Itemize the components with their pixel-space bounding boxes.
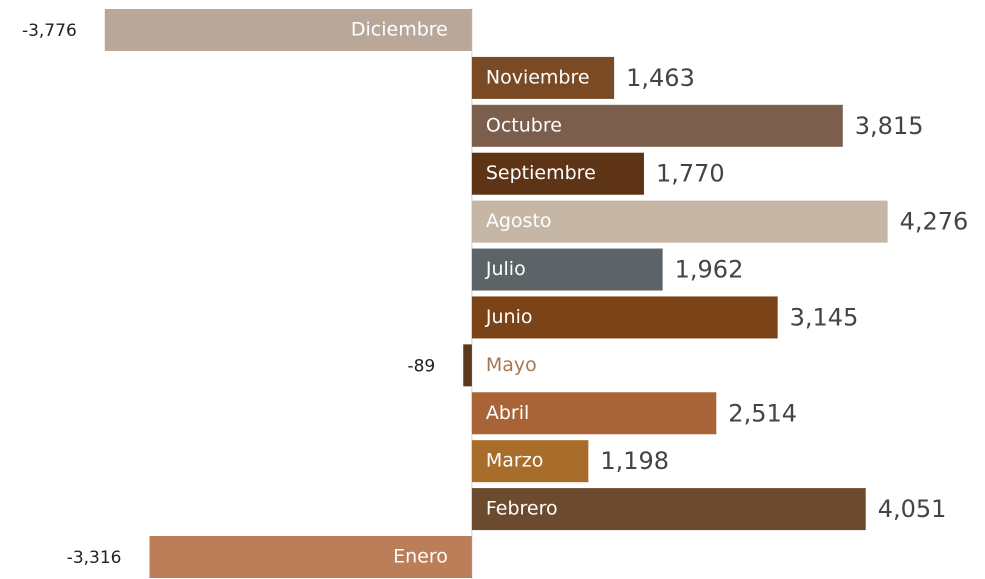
value-label: -89 xyxy=(407,356,435,376)
bar xyxy=(471,56,615,99)
bar xyxy=(471,152,644,195)
category-label: Julio xyxy=(485,258,526,280)
bar xyxy=(149,536,472,578)
category-label: Febrero xyxy=(486,498,558,520)
category-label: Enero xyxy=(393,546,448,568)
category-label: Mayo xyxy=(486,354,537,376)
bar xyxy=(471,248,663,291)
category-label: Octubre xyxy=(486,114,562,136)
value-label: 3,815 xyxy=(855,112,924,140)
category-label: Septiembre xyxy=(486,162,596,184)
bar xyxy=(104,9,472,51)
bar xyxy=(471,392,717,435)
bar xyxy=(471,104,843,147)
value-label: 1,463 xyxy=(626,64,695,92)
category-label: Abril xyxy=(486,402,529,424)
value-label: 1,962 xyxy=(675,256,744,284)
bar xyxy=(463,344,472,387)
value-label: -3,316 xyxy=(67,548,122,568)
category-label: Noviembre xyxy=(486,66,590,88)
value-label: 4,276 xyxy=(900,208,969,236)
bar xyxy=(471,488,866,531)
bar xyxy=(471,200,888,243)
bar xyxy=(471,440,589,483)
value-label: 1,198 xyxy=(600,447,669,475)
category-label: Marzo xyxy=(486,450,543,472)
value-label: -3,776 xyxy=(22,21,77,41)
value-label: 2,514 xyxy=(728,399,797,427)
value-label: 3,145 xyxy=(790,303,859,331)
category-label: Junio xyxy=(485,306,533,328)
bar xyxy=(471,296,778,339)
value-label: 4,051 xyxy=(878,495,947,523)
category-label: Agosto xyxy=(486,210,552,232)
value-label: 1,770 xyxy=(656,160,725,188)
category-label: Diciembre xyxy=(351,19,448,41)
